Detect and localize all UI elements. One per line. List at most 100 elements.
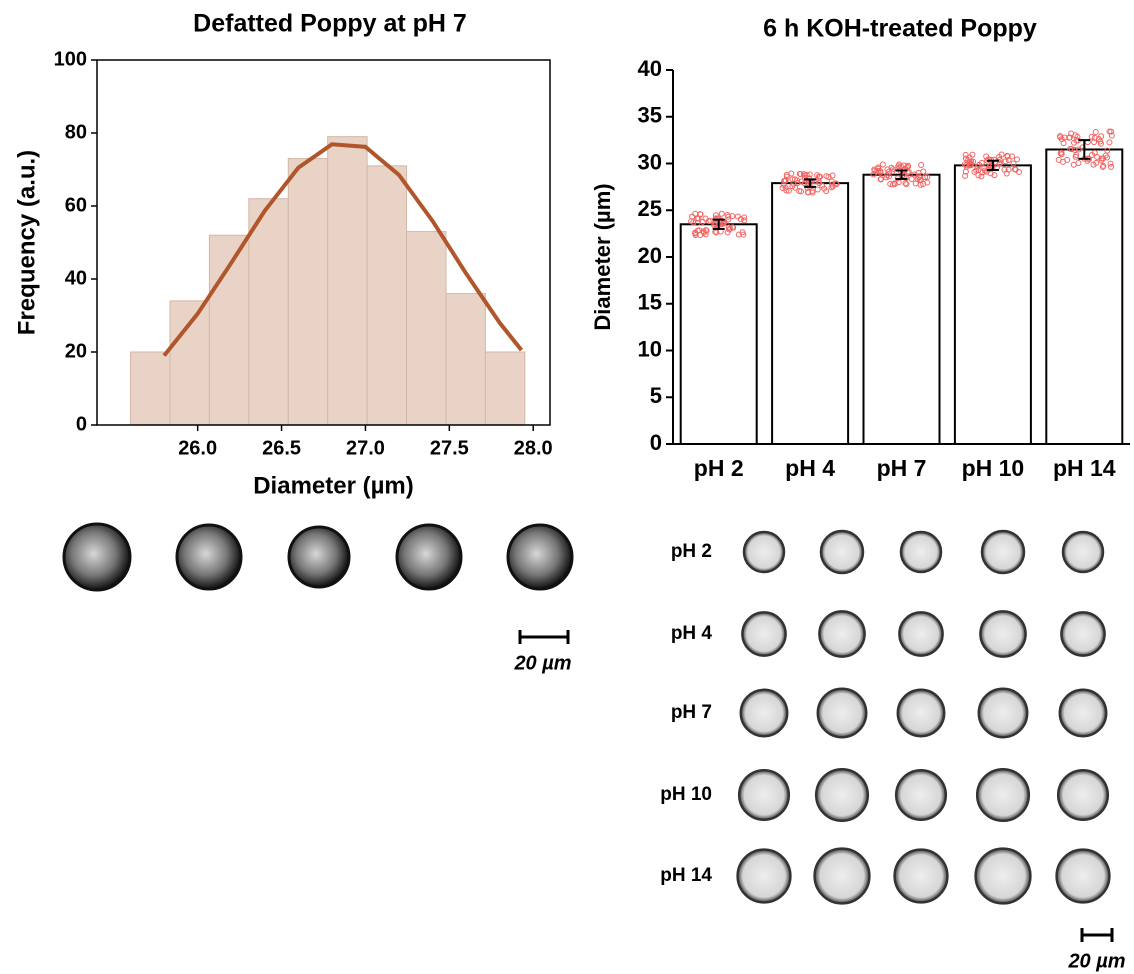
data-point: [1068, 130, 1075, 137]
y-tick-label: 40: [638, 56, 662, 81]
micrograph: [741, 611, 787, 657]
scale-label: 20 µm: [513, 652, 571, 674]
x-tick-label: pH 4: [785, 455, 835, 481]
data-point: [1057, 150, 1064, 157]
data-point: [694, 227, 701, 234]
y-axis-label: Diameter (µm): [590, 183, 615, 330]
data-point: [898, 163, 905, 170]
y-tick-label: 40: [65, 267, 87, 289]
bar: [679, 223, 758, 445]
data-point: [825, 173, 832, 180]
bar: [1045, 148, 1124, 445]
row-label: pH 14: [660, 865, 712, 886]
data-point: [887, 180, 894, 187]
micrograph: [736, 848, 792, 904]
data-point: [832, 180, 839, 187]
micrograph: [742, 530, 786, 574]
bar: [169, 300, 210, 426]
scale-label: 20 µm: [1067, 950, 1125, 972]
data-point: [1108, 128, 1115, 135]
data-point: [884, 172, 891, 179]
y-tick-label: 10: [638, 336, 662, 361]
data-point: [781, 178, 788, 185]
micrograph: [1055, 848, 1111, 904]
micrographs-left: 20 µm: [62, 522, 574, 674]
data-point: [692, 210, 699, 217]
data-point: [1093, 153, 1100, 160]
y-tick-label: 25: [638, 196, 662, 221]
data-point: [809, 189, 816, 196]
data-point: [1075, 146, 1082, 153]
data-point: [967, 162, 974, 169]
data-point: [828, 184, 835, 191]
micrograph: [975, 767, 1031, 823]
x-tick-label: 27.5: [430, 437, 469, 459]
data-point: [996, 153, 1003, 160]
data-point: [969, 151, 976, 158]
data-point: [903, 181, 910, 188]
micrograph: [977, 687, 1029, 739]
row-label: pH 10: [660, 784, 712, 805]
data-point: [817, 173, 824, 180]
fit-curve: [162, 142, 524, 357]
data-point: [884, 166, 891, 173]
data-point: [1058, 151, 1065, 158]
data-point: [741, 214, 748, 221]
data-point: [902, 180, 909, 187]
bar: [287, 158, 329, 426]
x-tick-label: pH 2: [694, 455, 744, 481]
data-point: [877, 168, 884, 175]
data-point: [1100, 162, 1107, 169]
y-tick-label: 35: [638, 103, 662, 128]
data-point: [789, 176, 796, 183]
plot-frame: [96, 59, 551, 426]
data-point: [924, 179, 931, 186]
data-point: [829, 181, 836, 188]
data-point: [997, 160, 1004, 167]
data-point: [976, 161, 983, 168]
bar: [366, 165, 408, 426]
data-point: [1001, 166, 1008, 173]
data-point: [712, 212, 719, 219]
bar: [862, 173, 941, 445]
bar: [484, 351, 526, 426]
data-point: [726, 226, 733, 233]
data-point: [1012, 166, 1019, 173]
data-point: [978, 173, 985, 180]
x-tick-label: pH 10: [962, 455, 1025, 481]
micrograph: [818, 610, 866, 658]
x-tick-label: 27.0: [346, 437, 385, 459]
data-point: [981, 165, 988, 172]
micrograph: [898, 611, 944, 657]
data-point: [792, 184, 799, 191]
bar: [771, 182, 850, 445]
data-point: [720, 220, 727, 227]
micrograph: [737, 768, 791, 822]
y-tick-label: 0: [76, 413, 87, 435]
data-point: [718, 210, 725, 217]
y-tick-label: 20: [638, 243, 662, 268]
chart-title: Defatted Poppy at pH 7: [193, 10, 467, 38]
x-tick-label: 28.0: [514, 437, 553, 459]
row-label: pH 2: [671, 541, 712, 562]
micrograph: [896, 688, 946, 738]
data-point: [1008, 153, 1015, 160]
micrograph: [739, 688, 789, 738]
data-point: [1104, 154, 1111, 161]
data-point: [1098, 133, 1105, 140]
bar: [130, 351, 171, 426]
data-point: [983, 153, 990, 160]
data-point: [725, 213, 732, 220]
data-point: [814, 186, 821, 193]
data-point: [990, 156, 997, 163]
data-point: [699, 218, 706, 225]
micrograph: [980, 529, 1026, 575]
data-point: [1075, 159, 1082, 166]
data-point: [1106, 139, 1113, 146]
micrograph: [813, 847, 871, 905]
data-point: [1098, 157, 1105, 164]
data-point: [1108, 132, 1115, 139]
data-point: [908, 175, 915, 182]
y-tick-label: 30: [638, 149, 662, 174]
data-point: [1004, 153, 1011, 160]
